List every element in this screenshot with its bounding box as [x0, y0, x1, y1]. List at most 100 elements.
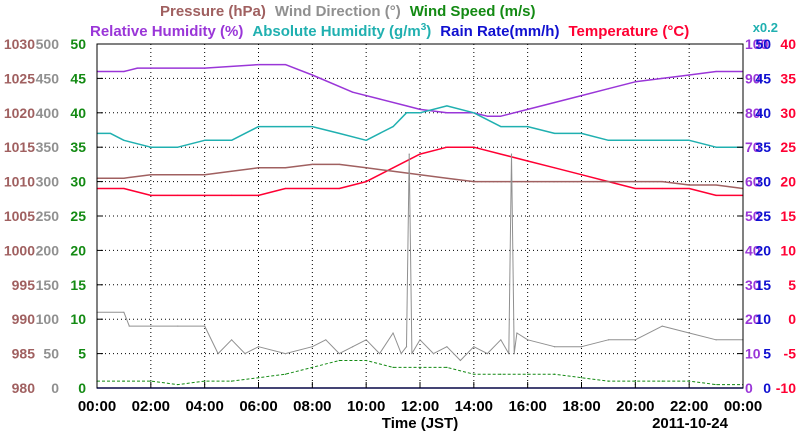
legend-entry: Relative Humidity (%)	[90, 23, 243, 40]
series-point	[123, 70, 125, 73]
series-point	[123, 380, 125, 382]
series-point	[607, 88, 610, 90]
legend: Pressure (hPa) Wind Direction (°) Wind Spe…	[90, 3, 778, 40]
x-tick-label: 06:00	[239, 398, 277, 415]
series-point	[365, 339, 367, 341]
series-point	[634, 380, 636, 382]
series-point	[634, 81, 636, 83]
pressure-tick: 990	[12, 311, 36, 327]
series-point	[688, 139, 690, 141]
series-point	[257, 64, 260, 66]
x-axis: 00:00 02:00 04:00 06:00 08:00 10:00 12:00 14:00…	[78, 382, 762, 415]
series-point	[284, 125, 287, 128]
series-point	[500, 181, 502, 183]
series-point	[204, 325, 206, 327]
series-point	[257, 125, 260, 128]
series-point	[311, 366, 313, 368]
legend-entry: Wind Speed (m/s)	[410, 3, 536, 20]
rain-rate-tick: 15	[755, 277, 771, 293]
relative-humidity-tick: 100	[745, 36, 769, 52]
temperature-tick: 35	[780, 70, 796, 86]
series-point	[510, 153, 513, 155]
series-point	[177, 325, 179, 327]
series-point	[392, 332, 394, 334]
wind-speed-tick: 20	[70, 242, 86, 258]
series-point	[715, 184, 717, 186]
series-point	[661, 325, 663, 327]
series-point	[405, 346, 408, 348]
x-tick-label: 12:00	[401, 398, 439, 415]
rain-rate-tick: 10	[755, 311, 771, 327]
series-point	[392, 167, 394, 169]
relative-humidity-tick: 20	[745, 311, 761, 327]
wind-speed-tick: 25	[70, 208, 86, 224]
wind-direction-tick: 350	[36, 139, 60, 155]
series-point	[150, 146, 152, 148]
series-point	[419, 153, 421, 155]
series-point	[688, 187, 690, 190]
series-point	[500, 125, 502, 128]
series-point	[284, 373, 287, 375]
series-point	[257, 194, 260, 196]
wind-speed-tick: 0	[78, 380, 86, 396]
series-point	[715, 194, 717, 196]
wind-speed-tick: 50	[70, 36, 86, 52]
series-point	[508, 353, 510, 355]
series-point	[150, 174, 152, 176]
wind-speed-tick: 10	[70, 311, 86, 327]
series-point	[123, 139, 125, 141]
rain-rate-tick: 0	[763, 380, 771, 396]
wind-direction-tick: 0	[51, 380, 59, 396]
series-point	[607, 339, 610, 341]
series-point	[419, 174, 421, 176]
series-point	[150, 194, 152, 196]
rain-rate-tick: 40	[755, 105, 771, 121]
relative-humidity-tick: 0	[745, 380, 753, 396]
series-point	[338, 187, 340, 190]
series-point	[446, 112, 448, 114]
series-point	[400, 353, 402, 355]
temperature-tick: 30	[780, 105, 796, 121]
series-point	[338, 359, 340, 362]
relative-humidity-tick: 30	[745, 277, 761, 293]
series-point	[661, 187, 663, 190]
series-point	[204, 380, 206, 382]
temperature-tick: -10	[776, 380, 796, 396]
series-point	[392, 170, 394, 172]
series-point	[527, 108, 529, 110]
legend-entry: Pressure (hPa)	[160, 3, 266, 20]
series-point	[553, 373, 556, 375]
temperature-tick: 10	[780, 242, 796, 258]
pressure-tick: 1015	[4, 139, 35, 155]
series-point	[634, 339, 636, 341]
temperature-tick: 0	[788, 311, 796, 327]
series-point	[352, 346, 354, 348]
pressure-tick: 1000	[4, 242, 35, 258]
legend-tail: )	[426, 23, 431, 40]
wind-direction-tick: 50	[43, 346, 59, 362]
relative-humidity-tick: 90	[745, 70, 761, 86]
series-point	[527, 160, 529, 162]
series-point	[580, 181, 583, 183]
series-point	[405, 112, 408, 114]
pressure-tick: 995	[12, 277, 36, 293]
series-point	[580, 174, 583, 176]
series-point	[311, 346, 313, 348]
series-point	[715, 146, 717, 148]
legend-entry: Rain Rate(mm/h)	[440, 23, 559, 40]
series-point	[109, 132, 112, 135]
series-point	[136, 67, 138, 69]
wind-speed-tick: 5	[78, 346, 86, 362]
series-point	[446, 346, 448, 348]
series-point	[607, 139, 610, 141]
series-point	[230, 170, 233, 172]
series-point	[230, 339, 233, 341]
series-point	[257, 377, 260, 379]
series-point	[365, 359, 367, 362]
series-point	[311, 74, 313, 76]
scale-note: x0.2	[753, 20, 778, 35]
series-point	[580, 346, 583, 348]
rain-rate-tick: 25	[755, 208, 771, 224]
x-tick-label: 02:00	[132, 398, 170, 415]
series-point	[244, 353, 246, 355]
